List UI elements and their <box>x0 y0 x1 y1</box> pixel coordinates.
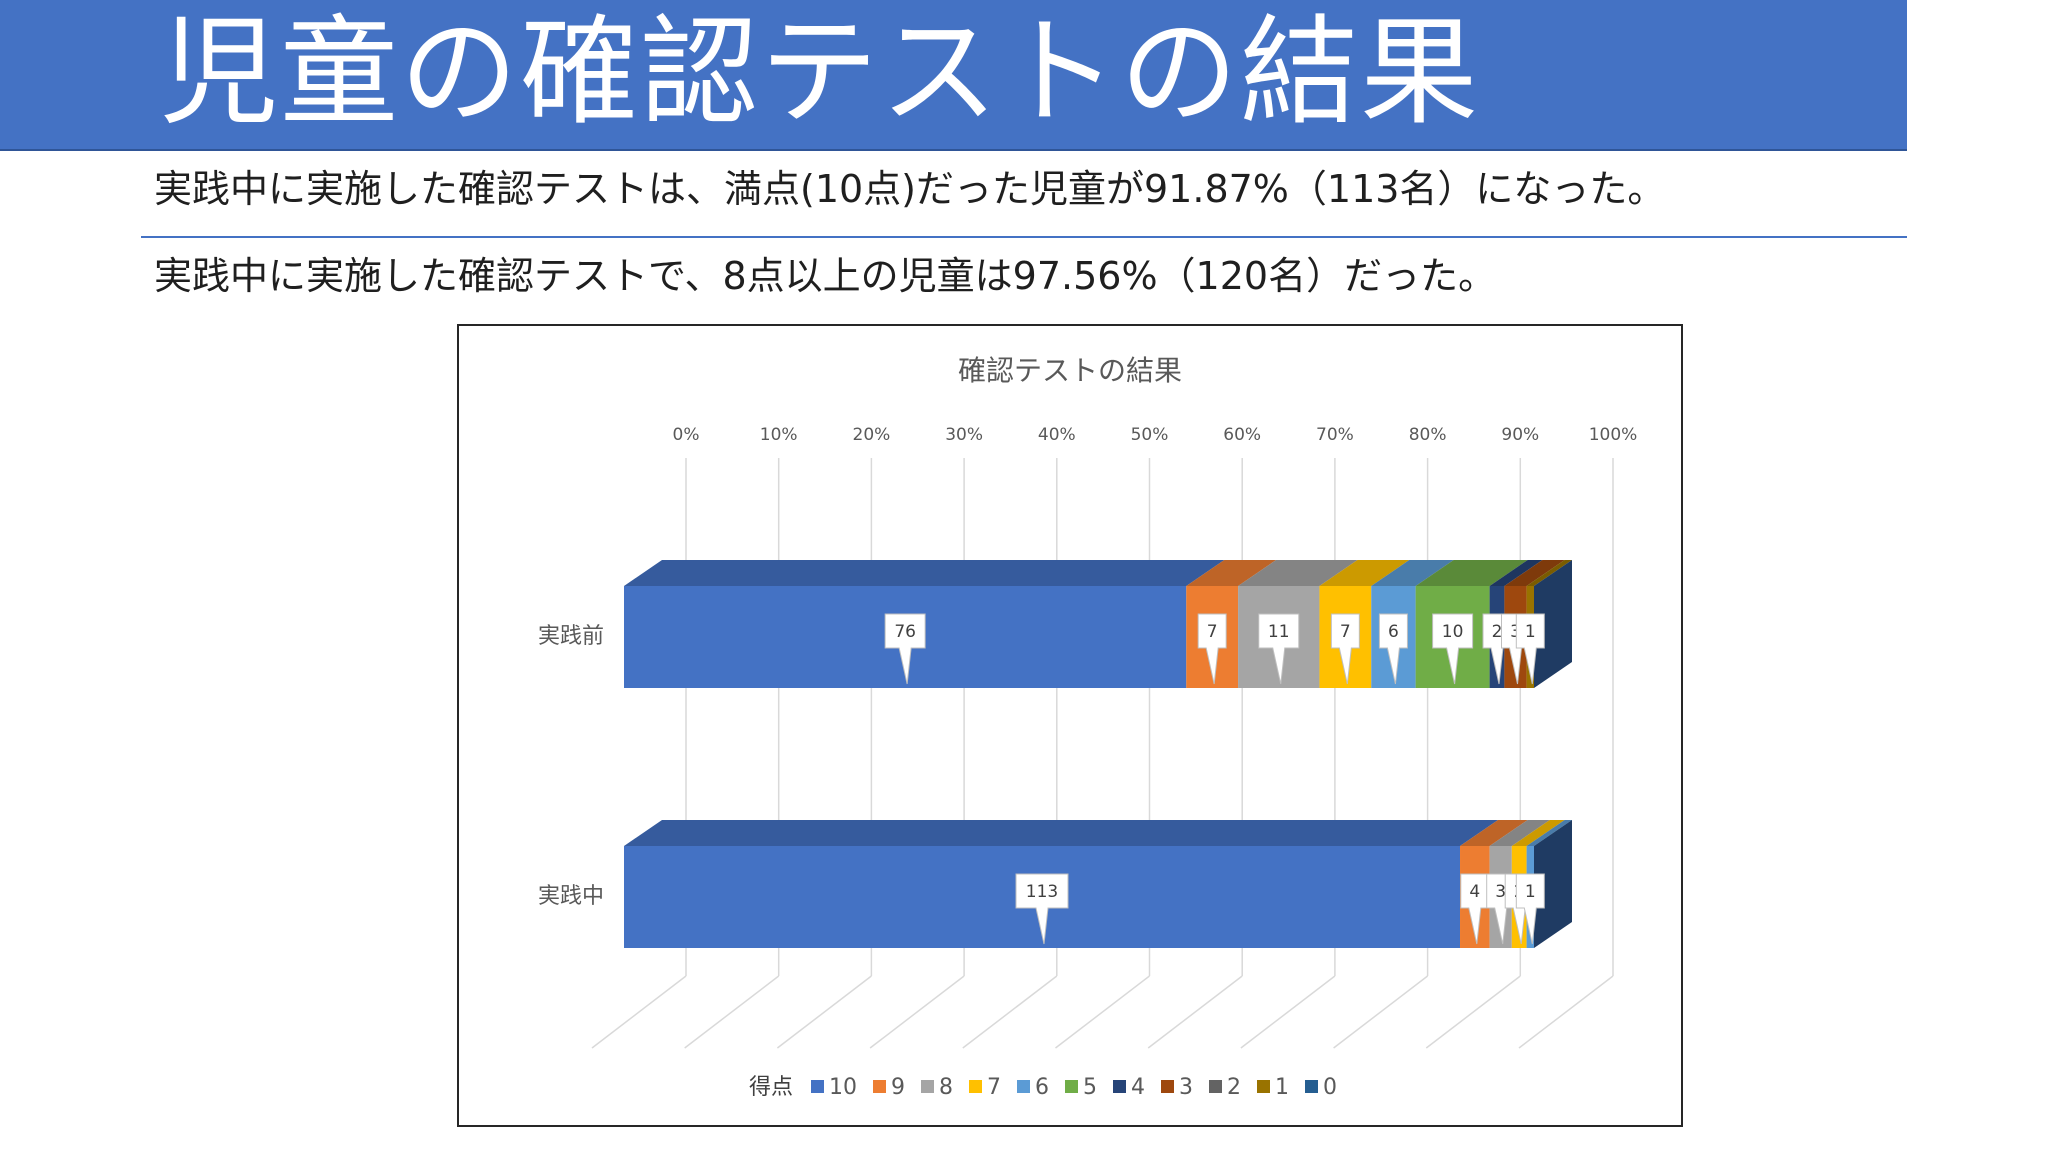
gridline-floor <box>869 975 965 1049</box>
legend-entry: 5 <box>1083 1075 1097 1100</box>
gridline-floor <box>1518 975 1614 1049</box>
bar-top-face <box>1238 560 1358 586</box>
bar-top-face <box>1186 560 1277 586</box>
data-label: 2 <box>1492 622 1503 642</box>
legend-swatch <box>1065 1080 1078 1093</box>
legend-entry: 6 <box>1035 1075 1049 1100</box>
bullet-text-1: 実践中に実施した確認テストは、満点(10点)だった児童が91.87%（113名）… <box>154 167 1666 211</box>
data-label: 11 <box>1268 622 1290 642</box>
category-label: 実践中 <box>538 884 604 909</box>
legend-title: 得点 <box>749 1075 793 1100</box>
legend-swatch <box>1113 1080 1126 1093</box>
data-label-callout <box>1015 873 1069 945</box>
divider-line <box>141 236 1907 238</box>
legend-entry: 8 <box>939 1075 953 1100</box>
x-tick-label: 30% <box>945 425 983 445</box>
data-label-callout <box>1197 613 1227 685</box>
data-label: 6 <box>1388 622 1399 642</box>
gridline-floor <box>962 975 1058 1049</box>
x-tick-label: 90% <box>1501 425 1539 445</box>
bar-top-face <box>1319 560 1410 586</box>
bar-top-face <box>1371 560 1454 586</box>
data-label: 1 <box>1525 882 1536 902</box>
data-label: 76 <box>894 622 916 642</box>
gridline-floor <box>1333 975 1429 1049</box>
legend-swatch <box>969 1080 982 1093</box>
bar-top-face <box>1511 820 1565 846</box>
data-label-callout <box>1378 613 1408 685</box>
x-tick-label: 40% <box>1038 425 1076 445</box>
legend-swatch <box>873 1080 886 1093</box>
x-tick-label: 80% <box>1409 425 1447 445</box>
data-label: 3 <box>1510 622 1521 642</box>
gridline-floor <box>684 975 780 1049</box>
bar-top-face <box>1526 820 1572 846</box>
x-tick-label: 100% <box>1589 425 1638 445</box>
chart-title: 確認テストの結果 <box>958 354 1182 387</box>
data-label: 113 <box>1026 882 1058 902</box>
gridline-floor <box>1055 975 1150 1049</box>
legend-entry: 2 <box>1227 1075 1241 1100</box>
legend-entry: 9 <box>891 1075 905 1100</box>
x-tick-label: 50% <box>1131 425 1169 445</box>
data-label-callout <box>1330 613 1360 685</box>
x-tick-label: 70% <box>1316 425 1354 445</box>
gridline-floor <box>776 975 872 1049</box>
data-label-callout <box>1515 873 1545 945</box>
legend-entry: 7 <box>987 1075 1001 1100</box>
legend-entry: 0 <box>1323 1075 1337 1100</box>
bar-top-face <box>1489 820 1550 846</box>
x-tick-label: 10% <box>760 425 798 445</box>
category-label: 実践前 <box>538 624 604 649</box>
x-tick-label: 20% <box>853 425 891 445</box>
data-label-callout <box>884 613 926 685</box>
bar-top-face <box>624 560 1225 586</box>
legend-entry: 10 <box>829 1075 857 1100</box>
data-label: 3 <box>1495 882 1506 902</box>
bar-top-face <box>1526 560 1572 586</box>
data-label: 1 <box>1525 622 1536 642</box>
legend-entry: 4 <box>1131 1075 1145 1100</box>
legend-swatch <box>811 1080 824 1093</box>
data-label-callout <box>1432 613 1474 685</box>
legend-entry: 1 <box>1275 1075 1289 1100</box>
x-tick-label: 0% <box>673 425 700 445</box>
data-label: 10 <box>1442 622 1464 642</box>
legend-swatch <box>1305 1080 1318 1093</box>
legend-swatch <box>1017 1080 1030 1093</box>
bar-side-face <box>1534 560 1572 688</box>
bar-top-face <box>1489 560 1543 586</box>
title-bar: 児童の確認テストの結果 <box>0 0 1907 151</box>
gridline-floor <box>591 975 687 1049</box>
bar-side-face <box>1534 820 1572 948</box>
data-label-callout <box>1258 613 1300 685</box>
legend-swatch <box>921 1080 934 1093</box>
data-label: 7 <box>1340 622 1351 642</box>
bar-top-face <box>1504 560 1565 586</box>
legend-entry: 3 <box>1179 1075 1193 1100</box>
slide-title: 児童の確認テストの結果 <box>160 3 1481 141</box>
gridline-floor <box>1147 975 1243 1049</box>
data-label: 4 <box>1469 882 1480 902</box>
legend-swatch <box>1257 1080 1270 1093</box>
legend-swatch <box>1209 1080 1222 1093</box>
data-label: 7 <box>1207 622 1218 642</box>
bar-top-face <box>1460 820 1528 846</box>
x-tick-label: 60% <box>1223 425 1261 445</box>
data-label-callout <box>1515 613 1545 685</box>
chart-frame: 確認テストの結果 0% 10% 20% 30% 40% 50% 60% 70% 80% 90% 100… <box>457 324 1683 1127</box>
gridline-floor <box>1240 975 1336 1049</box>
gridline-floor <box>1425 975 1521 1049</box>
bullet-text-2: 実践中に実施した確認テストで、8点以上の児童は97.56%（120名）だった。 <box>154 254 1497 298</box>
bar-top-face <box>624 820 1499 846</box>
bar-top-face <box>1415 560 1528 586</box>
legend-swatch <box>1161 1080 1174 1093</box>
